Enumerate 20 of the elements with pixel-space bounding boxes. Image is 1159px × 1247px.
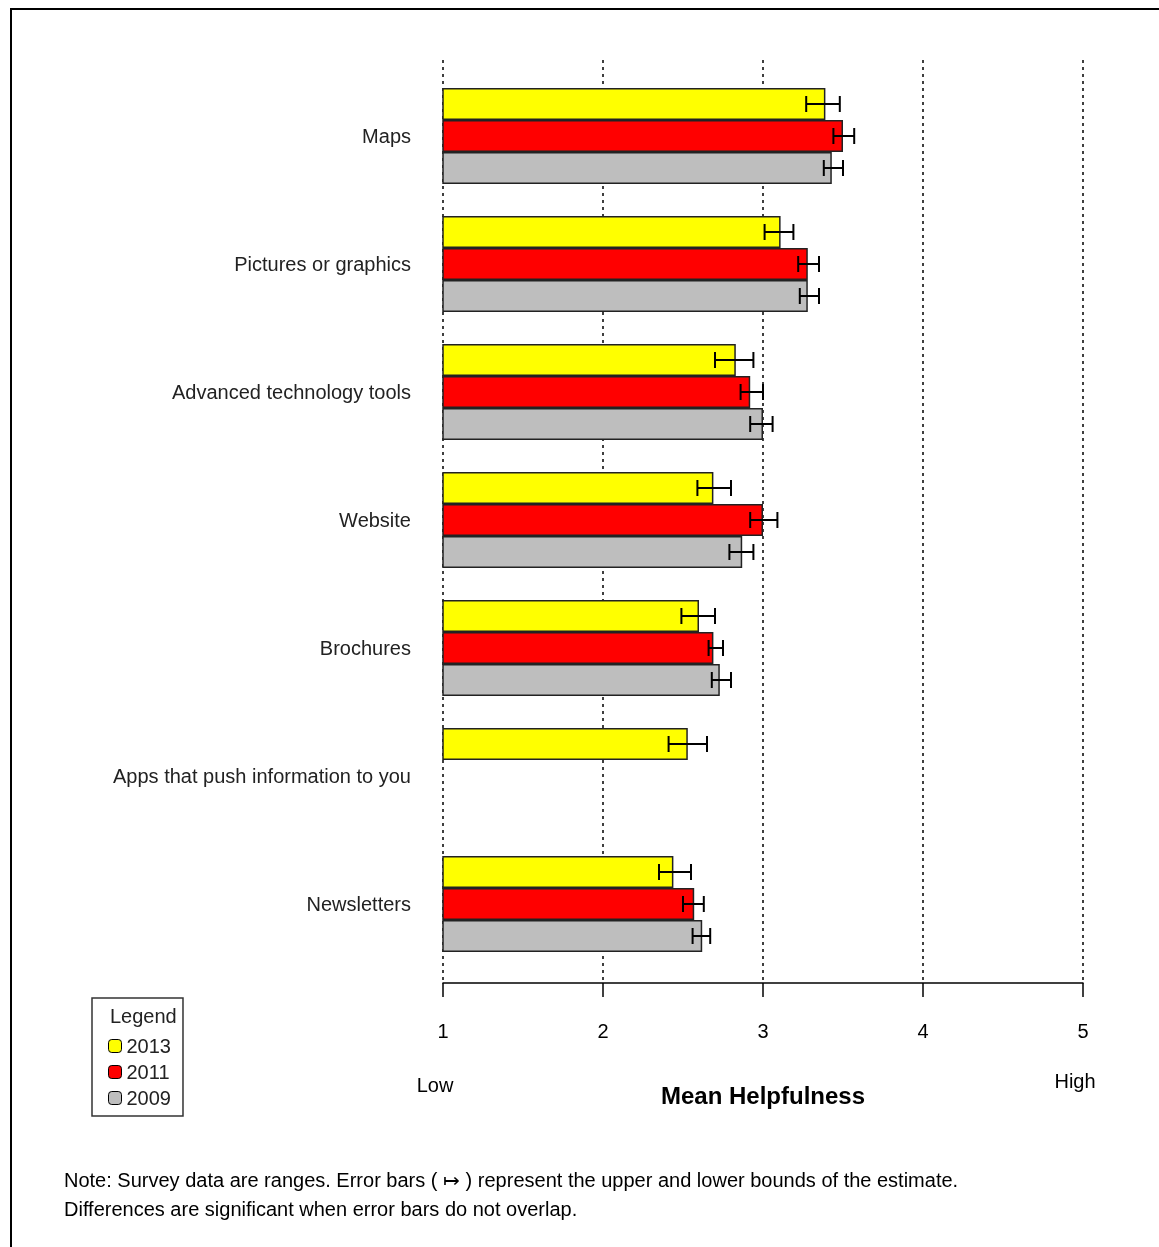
x-tick-label: 2 bbox=[597, 1020, 609, 1042]
text: High bbox=[1054, 1070, 1096, 1092]
y-tick-label: Pictures or graphics bbox=[234, 253, 411, 275]
text: Note: Survey data are ranges. Error bars ( ↦ ) represent the upper and lower bounds of the estimate. Differences are significant when error bars do not overlap. bbox=[64, 1168, 960, 1222]
x-tick-label: 5 bbox=[1077, 1020, 1089, 1042]
legend-label: 2013 bbox=[126, 1035, 171, 1057]
y-tick-label: Website bbox=[339, 509, 411, 531]
y-tick-label: Apps that push information to you bbox=[113, 765, 411, 787]
legend-label: 2009 bbox=[126, 1087, 171, 1109]
x-tick-label: 4 bbox=[917, 1020, 929, 1042]
x-axis-title: Mean Helpfulness bbox=[660, 1081, 866, 1109]
y-tick-label: Brochures bbox=[319, 637, 411, 659]
x-tick-label: 3 bbox=[757, 1020, 769, 1042]
legend-title: Legend bbox=[110, 1005, 177, 1027]
legend-label: 2011 bbox=[126, 1061, 170, 1083]
text: Low bbox=[416, 1074, 454, 1096]
x-tick-label: 1 bbox=[437, 1020, 449, 1042]
y-tick-label: Newsletters bbox=[306, 893, 411, 915]
y-tick-label: Maps bbox=[362, 125, 411, 147]
y-tick-label: Advanced technology tools bbox=[171, 381, 411, 403]
